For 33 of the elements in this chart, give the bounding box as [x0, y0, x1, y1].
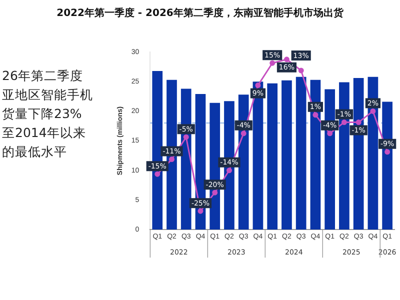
point [298, 68, 304, 74]
text: 26年第二季度 [2, 67, 84, 85]
point [341, 120, 347, 126]
point [240, 130, 246, 136]
text: 的最低水平 [2, 143, 68, 161]
point [168, 156, 174, 162]
bar [282, 80, 292, 230]
text: 货量下降23% [2, 105, 83, 123]
point [154, 171, 160, 177]
point [370, 108, 376, 114]
bar [353, 78, 364, 230]
point [284, 56, 290, 62]
point [226, 168, 232, 174]
point [198, 208, 204, 214]
chart-title: 2022年第一季度 - 2026年第二季度，东南亚智能手机市场出货 [56, 6, 344, 20]
bar [296, 76, 306, 230]
bar [339, 82, 350, 230]
point [356, 120, 362, 126]
point [183, 134, 189, 140]
point [255, 82, 261, 88]
bar [267, 83, 278, 230]
bar [324, 89, 336, 230]
text: 亚地区智能手机 [2, 86, 94, 104]
bar [368, 76, 378, 230]
point [270, 60, 276, 66]
bar [252, 82, 264, 230]
bar [382, 102, 392, 230]
text: 至2014年以来 [2, 124, 87, 142]
point [384, 149, 390, 155]
point [327, 130, 333, 136]
bar [310, 80, 321, 230]
point [212, 190, 218, 196]
point [312, 112, 318, 118]
